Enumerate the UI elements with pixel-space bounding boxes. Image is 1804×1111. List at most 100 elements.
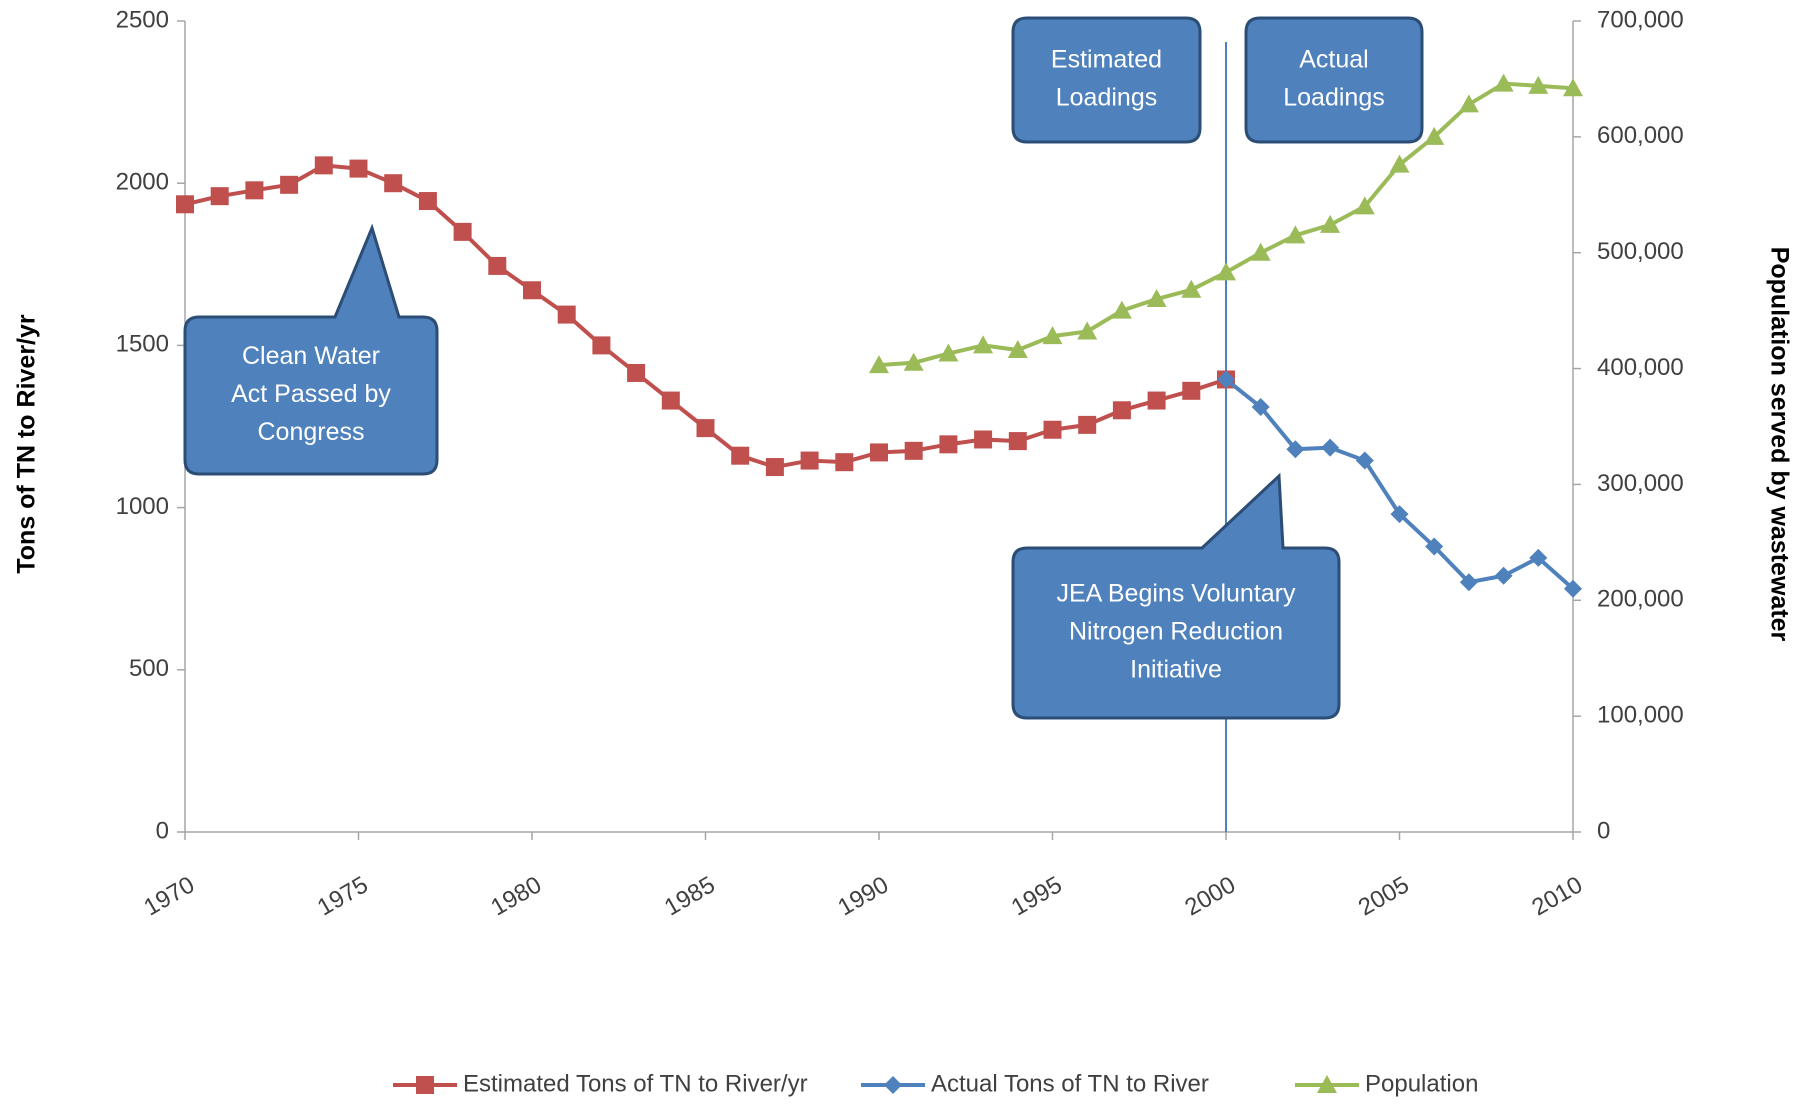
marker [938, 343, 959, 362]
marker [870, 443, 888, 462]
callout-text: Act Passed by [231, 380, 391, 408]
marker [1216, 262, 1236, 281]
y-tick-label: 2500 [116, 6, 169, 33]
marker [1390, 505, 1409, 524]
marker [731, 446, 750, 465]
marker [1564, 579, 1582, 598]
y2-tick-label: 700,000 [1597, 6, 1684, 33]
y-axis-title: Tons of TN to River/yr [13, 314, 41, 574]
marker [869, 355, 889, 374]
y-tick-label: 1500 [116, 331, 169, 358]
callout-box [1244, 16, 1424, 144]
callout-text: Actual [1299, 46, 1368, 74]
callout-text: JEA Begins Voluntary [1056, 580, 1296, 608]
marker [1459, 573, 1478, 592]
x-tick-label: 2005 [1354, 871, 1414, 921]
x-tick-label: 2000 [1180, 871, 1240, 921]
marker [1529, 548, 1548, 567]
marker [418, 192, 437, 211]
marker [1528, 75, 1549, 94]
marker [1563, 78, 1583, 97]
marker [1355, 451, 1374, 470]
y-tick-label: 500 [129, 655, 169, 682]
marker [1008, 432, 1027, 451]
marker [280, 175, 299, 194]
marker [1077, 321, 1098, 340]
y-tick-label: 0 [156, 817, 169, 844]
marker [1007, 340, 1028, 359]
marker [349, 159, 368, 178]
x-tick-label: 2010 [1527, 871, 1587, 921]
legend-label: Estimated Tons of TN to River/yr [463, 1070, 808, 1097]
y2-tick-label: 500,000 [1597, 238, 1684, 265]
y2-tick-label: 100,000 [1597, 701, 1684, 728]
marker [1321, 438, 1340, 457]
marker [1112, 401, 1131, 420]
marker [1251, 398, 1270, 417]
marker [1147, 391, 1166, 410]
x-tick-label: 1980 [486, 871, 546, 921]
marker [210, 187, 229, 206]
y2-tick-label: 600,000 [1597, 122, 1684, 149]
marker [1286, 440, 1305, 459]
x-tick-label: 1990 [833, 871, 893, 921]
marker [973, 335, 994, 354]
y-tick-label: 2000 [116, 169, 169, 196]
callout-text: Loadings [1283, 84, 1384, 112]
y-tick-label: 1000 [116, 493, 169, 520]
marker [800, 451, 819, 470]
marker [1320, 214, 1341, 233]
marker [903, 352, 924, 371]
marker [1146, 289, 1167, 308]
marker [835, 453, 854, 472]
legend-label: Actual Tons of TN to River [931, 1070, 1209, 1097]
marker [1493, 73, 1514, 92]
marker [1424, 126, 1445, 145]
callout-text: Clean Water [242, 342, 380, 370]
y2-axis-title: Population served by wastewater [1765, 247, 1793, 642]
x-tick-label: 1985 [660, 871, 720, 921]
marker [696, 419, 715, 438]
callout-box [1011, 16, 1202, 144]
marker [627, 363, 646, 382]
x-tick-label: 1970 [139, 871, 199, 921]
callout-text: Congress [258, 418, 365, 446]
marker [1182, 381, 1201, 400]
y2-tick-label: 300,000 [1597, 470, 1684, 497]
x-tick-label: 1975 [313, 871, 373, 921]
y2-tick-label: 400,000 [1597, 354, 1684, 381]
callout-text: Loadings [1056, 84, 1157, 112]
marker [904, 441, 923, 460]
marker [1078, 415, 1097, 434]
y2-tick-label: 200,000 [1597, 586, 1684, 613]
marker [765, 458, 784, 477]
marker [1317, 1075, 1337, 1093]
marker [1217, 370, 1235, 389]
callout-box [1011, 472, 1341, 720]
marker [1389, 154, 1410, 173]
marker [416, 1076, 434, 1094]
marker [1494, 566, 1513, 585]
legend-label: Population [1365, 1070, 1478, 1097]
callout-box [183, 223, 439, 476]
marker [1111, 300, 1132, 319]
y2-tick-label: 0 [1597, 817, 1610, 844]
marker [592, 336, 611, 355]
marker [1285, 225, 1306, 244]
marker [176, 195, 194, 214]
marker [974, 430, 993, 449]
callout-text: Initiative [1130, 656, 1222, 684]
marker [661, 391, 680, 410]
marker [384, 174, 403, 193]
marker [1425, 537, 1444, 556]
marker [245, 181, 264, 200]
callout-text: Nitrogen Reduction [1069, 618, 1283, 646]
marker [488, 256, 507, 275]
x-tick-label: 1995 [1007, 871, 1067, 921]
callout-text: Estimated [1051, 46, 1162, 74]
marker [1181, 279, 1202, 298]
marker [1250, 242, 1271, 261]
marker [1043, 420, 1062, 439]
marker [884, 1076, 902, 1094]
